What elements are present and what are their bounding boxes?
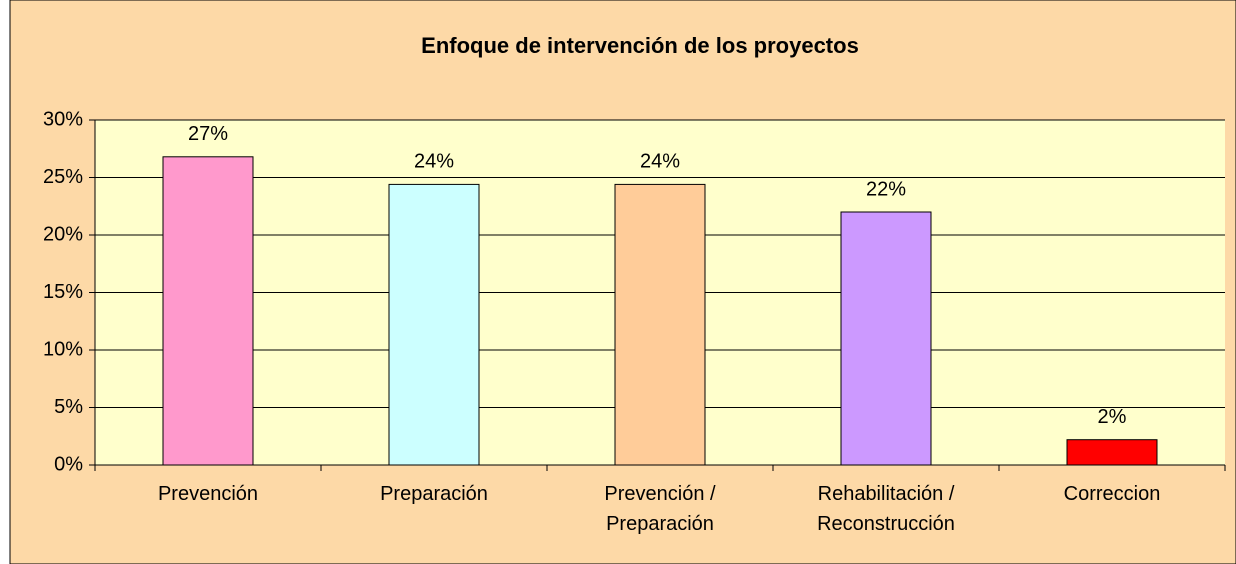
y-tick-label: 15% xyxy=(43,281,83,303)
bar xyxy=(162,156,254,466)
y-tick-label: 5% xyxy=(54,396,83,418)
bar xyxy=(388,183,480,466)
x-tick-label: Rehabilitación / Reconstrucción xyxy=(817,483,955,535)
y-tick-label: 20% xyxy=(43,223,83,245)
y-tick-label: 30% xyxy=(43,108,83,130)
y-tick-label: 10% xyxy=(43,338,83,360)
data-label: 24% xyxy=(414,151,454,173)
x-tick-label: Preparación xyxy=(380,483,488,505)
y-tick-label: 0% xyxy=(54,453,83,475)
data-label: 22% xyxy=(866,178,906,200)
data-label: 24% xyxy=(640,151,680,173)
x-tick-label: Prevención / Preparación xyxy=(604,483,716,535)
x-tick-label: Correccion xyxy=(1063,483,1161,505)
chart-title: Enfoque de intervención de los proyectos xyxy=(421,33,859,58)
x-tick-label: Prevención xyxy=(157,483,259,505)
data-label: 2% xyxy=(1098,406,1127,428)
data-label: 27% xyxy=(188,123,228,145)
y-tick-label: 25% xyxy=(43,166,83,188)
bar xyxy=(1066,439,1158,466)
bar xyxy=(840,211,932,466)
bar xyxy=(614,183,706,466)
